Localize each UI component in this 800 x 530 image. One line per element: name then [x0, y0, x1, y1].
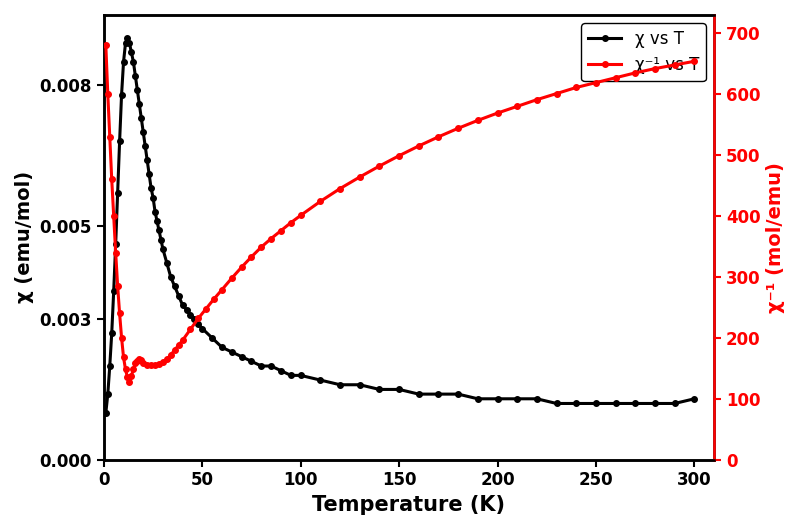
- χ vs T: [101, 410, 110, 416]
- χ vs T: [122, 35, 132, 41]
- X-axis label: Temperature (K): Temperature (K): [313, 495, 506, 515]
- χ⁻¹ vs T: [670, 62, 679, 68]
- χ vs T: [134, 101, 144, 107]
- Legend: χ vs T, χ⁻¹ vs T: χ vs T, χ⁻¹ vs T: [582, 23, 706, 81]
- χ⁻¹ vs T: [137, 357, 146, 364]
- χ vs T: [690, 395, 699, 402]
- χ⁻¹ vs T: [142, 361, 152, 368]
- χ⁻¹ vs T: [202, 305, 211, 312]
- χ⁻¹ vs T: [690, 58, 699, 65]
- χ⁻¹ vs T: [186, 326, 195, 332]
- χ vs T: [198, 325, 207, 332]
- χ vs T: [118, 59, 128, 65]
- χ vs T: [493, 395, 502, 402]
- Line: χ⁻¹ vs T: χ⁻¹ vs T: [103, 43, 697, 384]
- Line: χ vs T: χ vs T: [103, 36, 697, 416]
- χ vs T: [144, 171, 154, 178]
- Y-axis label: χ (emu/mol): χ (emu/mol): [15, 171, 34, 303]
- χ⁻¹ vs T: [101, 42, 110, 49]
- χ vs T: [512, 395, 522, 402]
- χ⁻¹ vs T: [125, 378, 134, 385]
- Y-axis label: χ⁻¹ (mol/emu): χ⁻¹ (mol/emu): [766, 162, 785, 313]
- χ⁻¹ vs T: [335, 186, 345, 192]
